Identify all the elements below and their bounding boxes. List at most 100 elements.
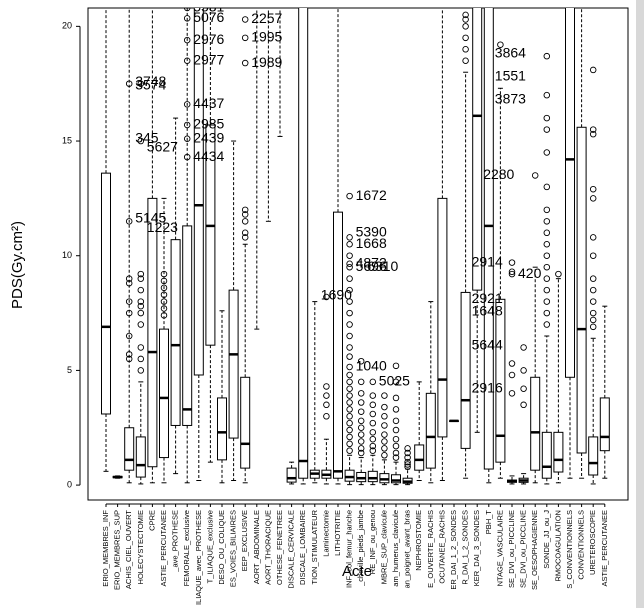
annotation: 4872 (356, 254, 387, 270)
outlier (369, 392, 377, 399)
outlier (241, 234, 249, 241)
outlier (241, 206, 249, 214)
outlier (357, 449, 365, 457)
outlier (323, 293, 330, 301)
box (565, 8, 575, 378)
outlier (543, 126, 551, 133)
outlier (369, 419, 377, 427)
outlier (392, 442, 400, 450)
y-tick-label: 0 (67, 479, 72, 489)
x-tick-label: RE_INF_ou_genou (368, 510, 377, 574)
x-tick-label: SE_OESOPHAGIENNE (530, 510, 539, 590)
outlier (508, 270, 516, 278)
outlier (346, 419, 353, 427)
x-tick-label: DISCALE_LOMBAIRE (298, 510, 307, 585)
box (588, 436, 599, 476)
outlier (183, 153, 191, 161)
outlier (346, 371, 353, 379)
outlier (508, 268, 516, 276)
x-tick-label: ASTIE_PERCUTANEE (600, 510, 609, 587)
outlier (125, 351, 133, 358)
box (170, 239, 181, 426)
box (217, 397, 227, 461)
outlier (125, 298, 133, 305)
outlier (346, 275, 353, 282)
annotation: 5644 (472, 337, 503, 353)
outlier (404, 454, 411, 461)
box (135, 436, 146, 478)
x-tick-label: RMOCOAGULATION (553, 510, 562, 582)
outlier (520, 367, 527, 374)
outlier (589, 234, 597, 241)
y-tick-label: 10 (62, 250, 72, 260)
x-tick-label: FEMORALE_exclusive (182, 510, 191, 586)
outlier (543, 275, 551, 282)
box (483, 8, 494, 470)
outlier (241, 218, 249, 225)
outlier (323, 392, 330, 399)
annotation: 2921 (472, 290, 503, 306)
outlier (392, 435, 400, 443)
y-axis-label: PDS(Gy.cm²) (9, 221, 26, 309)
outlier (346, 260, 353, 267)
outlier (346, 447, 353, 454)
annotation: 2257 (251, 10, 282, 26)
x-tick-label: CONVENTIONNELS (577, 510, 586, 580)
annotation: 1672 (356, 187, 387, 203)
box (425, 392, 436, 469)
x-tick-label: Laminectomie (321, 510, 330, 557)
outlier (543, 183, 551, 191)
annotation: 3864 (495, 45, 526, 61)
outlier (346, 433, 353, 441)
outlier (392, 426, 400, 434)
x-tick-label: EEP_EXCLUSIVE (240, 510, 249, 571)
annotation: 2439 (193, 129, 224, 145)
outlier (508, 259, 516, 266)
outlier (183, 36, 191, 44)
x-tick-label: LITHOTRITIE (333, 510, 342, 556)
outlier (392, 362, 400, 370)
outlier (137, 80, 145, 87)
outlier (404, 449, 411, 457)
outlier (589, 298, 597, 305)
annotation: 5025 (379, 373, 410, 389)
annotation: 1223 (147, 219, 178, 235)
outlier (381, 413, 388, 420)
outlier (323, 413, 330, 420)
outlier (241, 211, 249, 218)
outlier (137, 298, 145, 305)
x-tick-label: S_CONVENTIONNELS (565, 510, 574, 589)
y-tick-label: 20 (62, 21, 72, 31)
outlier (392, 406, 400, 413)
outlier (241, 16, 249, 23)
outlier (357, 378, 365, 386)
outlier (543, 252, 551, 259)
annotation: 1648 (472, 303, 503, 319)
x-tick-label: an_poignet_avant_bras (403, 510, 412, 589)
annotation: 2916 (472, 379, 503, 395)
outlier (589, 195, 597, 202)
box (472, 8, 483, 291)
x-tick-label: MBRE_SUP_clavicule (379, 510, 388, 584)
outlier (462, 46, 469, 53)
outlier (543, 298, 551, 305)
box (576, 126, 587, 454)
outlier (392, 449, 400, 457)
outlier (346, 298, 353, 305)
box (159, 328, 169, 459)
outlier (346, 378, 353, 386)
outlier (346, 241, 353, 248)
box (147, 197, 158, 468)
annotation: 1995 (251, 29, 282, 45)
box (228, 289, 239, 439)
x-tick-label: URETEROSCOPIE (588, 510, 597, 575)
outlier (357, 357, 365, 365)
x-tick-label: ES_VOIES_BILIAIRES (229, 510, 238, 587)
outlier (404, 458, 411, 466)
outlier (160, 277, 168, 285)
outlier (160, 312, 168, 319)
outlier (160, 284, 168, 292)
outlier (346, 286, 353, 294)
